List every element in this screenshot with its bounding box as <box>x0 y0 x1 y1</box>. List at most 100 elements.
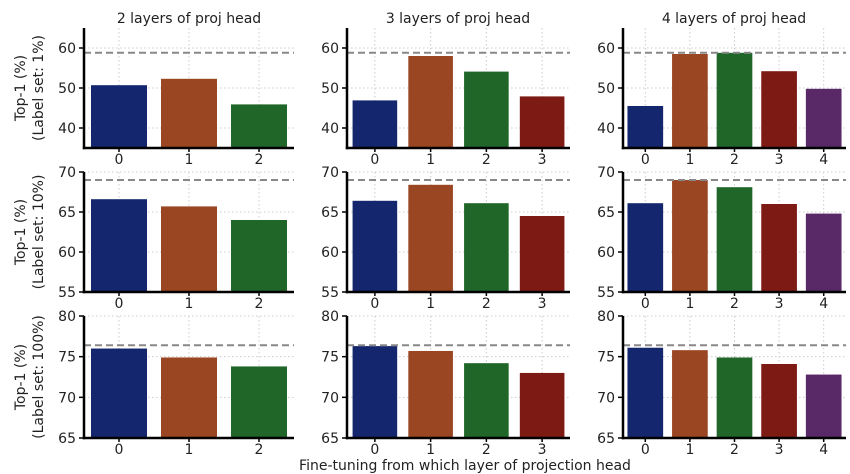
bar-r1-c2-4 <box>805 213 842 292</box>
panel-r2-c2: 65 70 75 80 0 1 2 3 4 <box>597 309 846 458</box>
bar-r2-c2-2 <box>716 357 753 438</box>
bar-r1-c2-1 <box>672 180 708 292</box>
x-tick-label-r0-c0-0: 0 <box>115 152 124 168</box>
x-tick-label-r0-c2-2: 2 <box>730 152 739 168</box>
bar-r1-c2-0 <box>627 203 664 292</box>
y-tick-label-r1-c1-1: 60 <box>321 245 339 261</box>
bar-r2-c0-2 <box>231 366 287 438</box>
y-tick-label-r2-c1-1: 70 <box>321 390 339 406</box>
x-tick-label-r1-c0-0: 0 <box>115 296 124 312</box>
x-tick-label-r0-c2-1: 1 <box>685 152 694 168</box>
bar-r1-c0-2 <box>231 220 287 292</box>
x-axis-label: Fine-tuning from which layer of projecti… <box>299 458 631 474</box>
y-tick-label-r1-c2-0: 55 <box>597 285 615 301</box>
y-tick-label-r2-c1-0: 65 <box>321 431 339 447</box>
x-tick-label-r2-c1-0: 0 <box>370 442 379 458</box>
panel-r2-c0: 65 70 75 80 0 1 2 <box>58 309 294 458</box>
x-tick-label-r2-c2-1: 1 <box>685 442 694 458</box>
bar-r2-c2-3 <box>761 363 797 438</box>
x-tick-label-r0-c2-3: 3 <box>775 152 784 168</box>
column-title-2: 4 layers of proj head <box>662 11 806 27</box>
bar-r0-c2-4 <box>805 88 842 148</box>
y-tick-label-r2-c2-2: 75 <box>597 350 615 366</box>
x-tick-label-r0-c0-2: 2 <box>255 152 264 168</box>
y-tick-label-r2-c2-1: 70 <box>597 390 615 406</box>
y-tick-label-r1-c0-1: 60 <box>58 245 76 261</box>
x-tick-label-r0-c1-2: 2 <box>482 152 491 168</box>
row-0-ylabel-labelset: (Label set: 1%) <box>31 35 47 141</box>
x-tick-label-r0-c1-1: 1 <box>426 152 435 168</box>
row-1-ylabel: Top-1 (%) <box>13 199 29 266</box>
bar-r1-c1-3 <box>519 216 565 292</box>
x-tick-label-r2-c0-2: 2 <box>255 442 264 458</box>
x-tick-label-r0-c0-1: 1 <box>185 152 194 168</box>
x-tick-label-r0-c1-3: 3 <box>538 152 547 168</box>
y-tick-label-r1-c2-1: 60 <box>597 245 615 261</box>
bar-r2-c1-1 <box>408 350 453 438</box>
y-tick-label-r0-c0-1: 50 <box>58 81 76 97</box>
x-tick-label-r1-c0-1: 1 <box>185 296 194 312</box>
y-tick-label-r0-c2-0: 40 <box>597 121 615 137</box>
y-tick-label-r2-c2-0: 65 <box>597 431 615 447</box>
x-tick-label-r2-c2-3: 3 <box>775 442 784 458</box>
bar-r1-c1-0 <box>352 200 398 292</box>
bar-r0-c2-0 <box>627 106 664 148</box>
y-tick-label-r2-c1-2: 75 <box>321 350 339 366</box>
x-tick-label-r1-c2-2: 2 <box>730 296 739 312</box>
column-title-0: 2 layers of proj head <box>117 11 261 27</box>
x-tick-label-r1-c0-2: 2 <box>255 296 264 312</box>
panel-r1-c0: 55 60 65 70 0 1 2 <box>58 165 294 312</box>
x-tick-label-r0-c1-0: 0 <box>370 152 379 168</box>
x-tick-label-r1-c1-3: 3 <box>538 296 547 312</box>
x-tick-label-r2-c2-4: 4 <box>819 442 828 458</box>
bar-r1-c2-2 <box>716 187 753 292</box>
bar-r0-c1-2 <box>464 71 509 148</box>
x-tick-label-r1-c1-0: 0 <box>370 296 379 312</box>
y-tick-label-r1-c2-2: 65 <box>597 205 615 221</box>
row-0-ylabel: Top-1 (%) <box>13 55 29 122</box>
y-tick-label-r0-c0-2: 60 <box>58 41 76 57</box>
x-tick-label-r1-c2-4: 4 <box>819 296 828 312</box>
bar-r2-c2-1 <box>672 350 708 438</box>
bar-r1-c0-0 <box>91 199 147 292</box>
bar-r0-c2-2 <box>716 52 753 148</box>
bar-r0-c2-1 <box>672 54 708 148</box>
bar-r0-c0-0 <box>91 85 147 148</box>
row-1-ylabel-labelset: (Label set: 10%) <box>31 175 47 290</box>
row-2-ylabel: Top-1 (%) <box>13 344 29 411</box>
x-tick-label-r2-c1-1: 1 <box>426 442 435 458</box>
y-tick-label-r0-c1-0: 40 <box>321 121 339 137</box>
bar-r0-c0-2 <box>231 104 287 148</box>
x-tick-label-r1-c2-1: 1 <box>685 296 694 312</box>
y-tick-label-r1-c1-2: 65 <box>321 205 339 221</box>
panel-r0-c2: 40 50 60 0 1 2 3 4 <box>597 28 846 168</box>
y-tick-label-r2-c0-2: 75 <box>58 350 76 366</box>
y-tick-label-r2-c0-3: 80 <box>58 309 76 325</box>
x-tick-label-r2-c0-0: 0 <box>115 442 124 458</box>
bar-r1-c2-3 <box>761 204 797 292</box>
y-tick-label-r1-c2-3: 70 <box>597 165 615 181</box>
bar-r0-c2-3 <box>761 71 797 148</box>
y-tick-label-r2-c1-3: 80 <box>321 309 339 325</box>
bar-r2-c2-0 <box>627 347 664 438</box>
bar-r0-c1-0 <box>352 100 398 148</box>
bar-r0-c0-1 <box>161 78 217 148</box>
panel-r0-c0: 40 50 60 0 1 2 <box>58 28 294 168</box>
y-tick-label-r1-c0-3: 70 <box>58 165 76 181</box>
y-tick-label-r2-c0-0: 65 <box>58 431 76 447</box>
x-tick-label-r2-c1-3: 3 <box>538 442 547 458</box>
bar-r0-c1-3 <box>519 96 565 148</box>
bar-r0-c1-1 <box>408 56 453 148</box>
x-tick-label-r1-c2-3: 3 <box>775 296 784 312</box>
x-tick-label-r1-c2-0: 0 <box>641 296 650 312</box>
y-tick-label-r1-c0-0: 55 <box>58 285 76 301</box>
y-tick-label-r1-c0-2: 65 <box>58 205 76 221</box>
column-title-1: 3 layers of proj head <box>386 11 530 27</box>
x-tick-label-r2-c2-2: 2 <box>730 442 739 458</box>
bar-r2-c0-1 <box>161 357 217 438</box>
x-tick-label-r1-c1-1: 1 <box>426 296 435 312</box>
bar-r1-c1-1 <box>408 184 453 292</box>
row-2-ylabel-labelset: (Label set: 100%) <box>31 315 47 439</box>
y-tick-label-r1-c1-3: 70 <box>321 165 339 181</box>
panel-r1-c1: 55 60 65 70 0 1 2 3 <box>321 165 570 312</box>
